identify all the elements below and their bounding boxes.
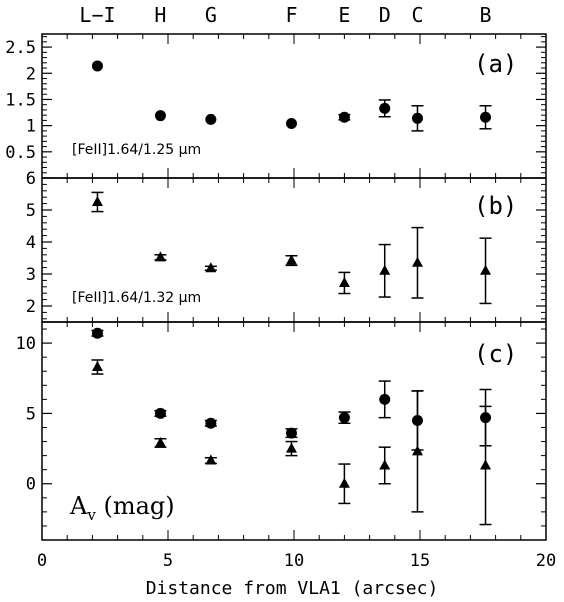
y-tick-label: 3 (26, 265, 36, 285)
x-tick-label: 15 (410, 551, 430, 571)
data-point-triangle (338, 276, 350, 287)
data-point-triangle (154, 251, 166, 262)
data-point-circle (154, 110, 166, 122)
panel-a: 0.5 1 1.5 2 2.5 (a) [FeII]1.64/1.25 μm (5, 33, 547, 179)
panel-label: [FeII]1.64/1.32 μm (72, 290, 201, 306)
x-tick-label: 5 (163, 551, 173, 571)
data-point-circle (285, 427, 297, 439)
x-axis: 0 5 10 15 20 (37, 551, 556, 571)
data-point-circle (154, 407, 166, 419)
av-symbol: A (69, 492, 88, 520)
data-point-triangle (205, 262, 217, 273)
data-point-circle (91, 327, 103, 339)
data-point-triangle (379, 264, 391, 275)
knot-label-1: H (154, 3, 166, 27)
series-circle (91, 327, 492, 451)
data-point-circle (379, 102, 391, 114)
y-tick-label: 1.5 (5, 90, 36, 110)
panel-b: 2 3 4 5 6 (b) [FeII]1.64/1.32 μm (26, 169, 547, 323)
data-point-triangle (285, 442, 297, 453)
data-point-triangle (411, 445, 423, 456)
panel-c: 0 5 10 (c) Av (mag) (16, 321, 547, 541)
y-tick-label: 1 (26, 117, 36, 137)
knot-label-7: B (479, 3, 491, 27)
data-point-triangle (338, 477, 350, 488)
data-point-circle (338, 111, 350, 123)
panel-tag: (b) (474, 192, 517, 220)
data-point-circle (91, 60, 103, 72)
knot-label-2: G (205, 3, 217, 27)
data-point-circle (379, 393, 391, 405)
panel-tag: (c) (474, 340, 517, 368)
av-subscript: v (86, 506, 96, 524)
data-point-circle (411, 112, 423, 124)
y-tick-label: 4 (26, 233, 36, 253)
y-tick-label: 5 (26, 201, 36, 221)
panel-label: Av (mag) (69, 492, 175, 524)
y-tick-label: 5 (26, 404, 36, 424)
data-point-circle (205, 417, 217, 429)
knot-label-4: E (338, 3, 350, 27)
y-tick-label: 2 (26, 64, 36, 84)
y-tick-label: 6 (26, 169, 36, 189)
data-point-triangle (91, 196, 103, 206)
data-point-triangle (285, 254, 297, 265)
data-point-triangle (154, 436, 166, 447)
data-point-triangle (205, 454, 217, 465)
panel-label: [FeII]1.64/1.25 μm (72, 142, 201, 158)
series-triangle (91, 191, 492, 305)
data-point-triangle (411, 256, 423, 267)
series-triangle (91, 359, 492, 526)
y-tick-label: 0 (26, 475, 36, 495)
data-point-triangle (480, 459, 492, 470)
knot-label-5: D (379, 3, 391, 27)
x-tick-label: 10 (284, 551, 304, 571)
data-point-triangle (379, 459, 391, 470)
knot-label-3: F (285, 3, 297, 27)
data-point-triangle (91, 361, 103, 372)
knot-label-6: C (411, 3, 423, 27)
x-axis-label: Distance from VLA1 (arcsec) (146, 578, 439, 599)
data-point-circle (480, 111, 492, 123)
av-unit: (mag) (96, 492, 175, 520)
x-tick-label: 0 (37, 551, 47, 571)
data-point-circle (285, 118, 297, 130)
y-tick-label: 0.5 (5, 143, 36, 163)
knot-labels: L−I H G F E D C B (79, 3, 491, 27)
y-tick-label: 2.5 (5, 38, 36, 58)
data-point-triangle (480, 264, 492, 275)
data-point-circle (338, 412, 350, 424)
y-tick-label: 10 (16, 334, 36, 354)
series-circle (91, 60, 492, 132)
x-tick-label: 20 (536, 551, 556, 571)
y-tick-label: 2 (26, 297, 36, 317)
chart-panels: 0.5 1 1.5 2 2.5 (a) [FeII]1.64/1.25 μm 2 3 4 5 6 (b)… (5, 33, 547, 541)
knot-label-0: L−I (79, 3, 115, 27)
data-point-circle (205, 113, 217, 125)
panel-tag: (a) (474, 50, 517, 78)
